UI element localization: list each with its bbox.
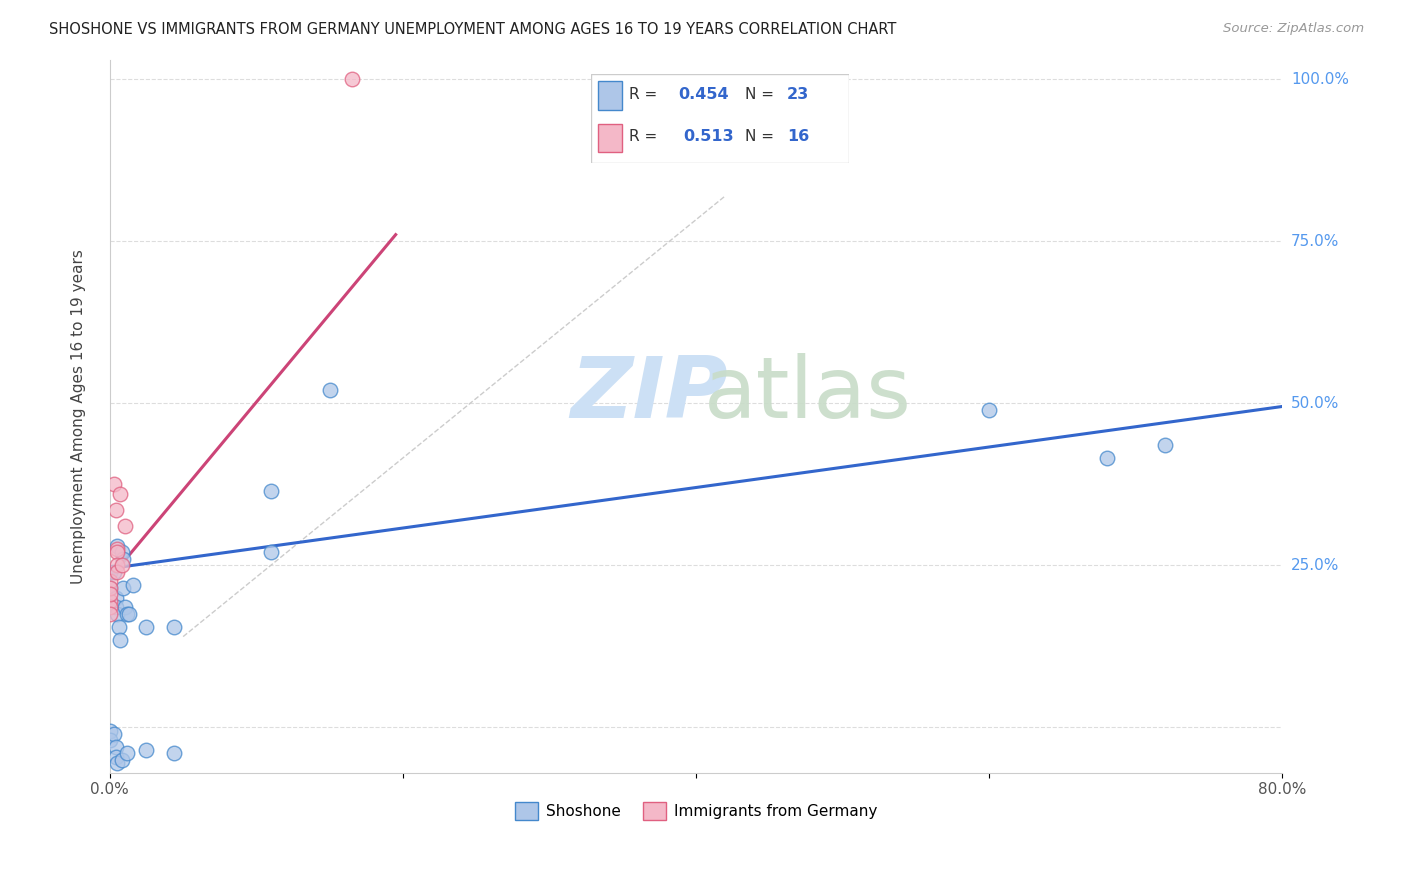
Point — [122, 578, 145, 592]
Point — [163, 620, 186, 634]
Point — [98, 574, 121, 589]
Point — [98, 581, 121, 595]
Point — [104, 600, 127, 615]
Point — [104, 739, 127, 754]
Point — [117, 607, 139, 621]
Text: 75.0%: 75.0% — [1291, 234, 1339, 249]
Point — [105, 565, 128, 579]
Point — [105, 542, 128, 557]
Text: Source: ZipAtlas.com: Source: ZipAtlas.com — [1223, 22, 1364, 36]
Point — [103, 565, 125, 579]
Point — [107, 620, 129, 634]
Point — [103, 477, 125, 491]
Point — [98, 587, 121, 601]
Point — [1095, 451, 1118, 466]
Point — [98, 581, 121, 595]
Point — [340, 72, 363, 87]
Point — [112, 551, 135, 566]
Point — [105, 756, 128, 770]
Point — [114, 600, 136, 615]
Point — [117, 746, 139, 760]
Point — [103, 727, 125, 741]
Text: atlas: atlas — [703, 353, 911, 436]
Point — [260, 545, 283, 559]
Point — [108, 632, 131, 647]
Point — [112, 581, 135, 595]
Point — [319, 383, 342, 397]
Text: 100.0%: 100.0% — [1291, 71, 1348, 87]
Y-axis label: Unemployment Among Ages 16 to 19 years: Unemployment Among Ages 16 to 19 years — [72, 249, 86, 583]
Text: ZIP: ZIP — [571, 353, 728, 436]
Point — [110, 753, 132, 767]
Point — [105, 545, 128, 559]
Legend: Shoshone, Immigrants from Germany: Shoshone, Immigrants from Germany — [509, 796, 883, 826]
Point — [104, 591, 127, 605]
Point — [118, 607, 141, 621]
Point — [98, 600, 121, 615]
Point — [114, 519, 136, 533]
Point — [105, 558, 128, 573]
Text: 50.0%: 50.0% — [1291, 396, 1339, 410]
Text: SHOSHONE VS IMMIGRANTS FROM GERMANY UNEMPLOYMENT AMONG AGES 16 TO 19 YEARS CORRE: SHOSHONE VS IMMIGRANTS FROM GERMANY UNEM… — [49, 22, 897, 37]
Point — [98, 594, 121, 608]
Point — [108, 487, 131, 501]
Point — [979, 402, 1001, 417]
Text: 25.0%: 25.0% — [1291, 558, 1339, 573]
Point — [163, 746, 186, 760]
Point — [98, 733, 121, 747]
Point — [110, 545, 132, 559]
Point — [135, 620, 157, 634]
Point — [98, 723, 121, 738]
Point — [98, 565, 121, 579]
Point — [104, 503, 127, 517]
Point — [135, 743, 157, 757]
Point — [105, 607, 128, 621]
Point — [104, 749, 127, 764]
Point — [98, 607, 121, 621]
Point — [1154, 438, 1177, 452]
Point — [260, 483, 283, 498]
Point — [110, 558, 132, 573]
Point — [105, 539, 128, 553]
